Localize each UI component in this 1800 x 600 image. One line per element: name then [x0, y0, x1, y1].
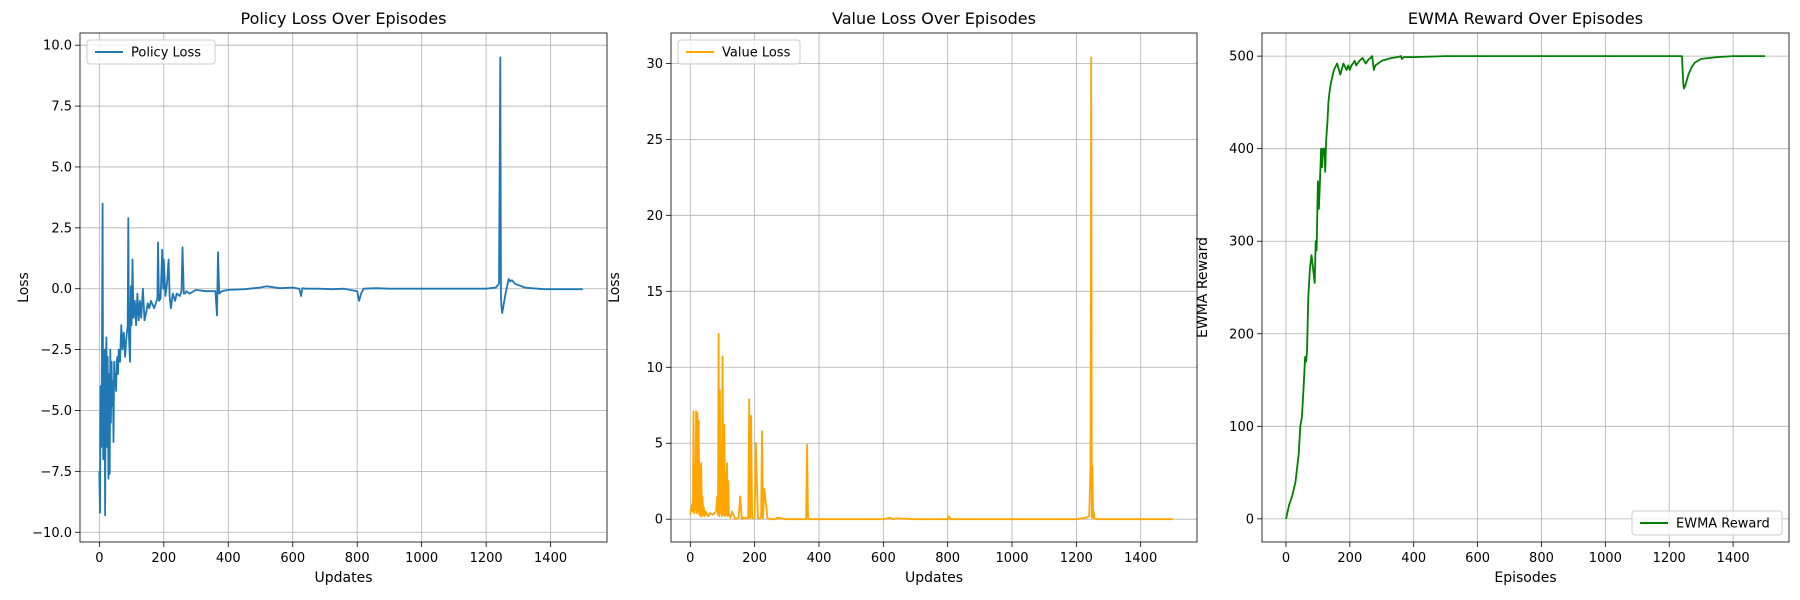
- value-loss-x-tick-label: 1400: [1124, 551, 1157, 566]
- value-loss-x-tick-label: 200: [742, 551, 767, 566]
- ewma-reward-y-tick-label: 100: [1229, 420, 1254, 435]
- policy-loss-y-tick-label: 10.0: [43, 39, 72, 54]
- ewma-reward-y-tick-label: 500: [1229, 50, 1254, 65]
- policy-loss-y-tick-label: 7.5: [51, 100, 72, 115]
- policy-loss-x-tick-label: 800: [345, 551, 370, 566]
- ewma-reward-x-tick-label: 1000: [1589, 551, 1622, 566]
- policy-loss-y-tick-label: −2.5: [40, 343, 72, 358]
- policy-loss-y-tick-label: −7.5: [40, 465, 72, 480]
- ewma-reward-y-tick-label: 0: [1246, 512, 1254, 527]
- policy-loss-x-tick-label: 1400: [534, 551, 567, 566]
- policy-loss-x-axis-label: Updates: [315, 570, 373, 586]
- value-loss-title: Value Loss Over Episodes: [832, 9, 1036, 28]
- policy-loss-x-tick-label: 1200: [470, 551, 503, 566]
- value-loss-legend-label: Value Loss: [722, 46, 791, 61]
- value-loss-x-tick-label: 1200: [1060, 551, 1093, 566]
- value-loss-x-tick-label: 0: [686, 551, 694, 566]
- ewma-reward-x-tick-label: 600: [1465, 551, 1490, 566]
- policy-loss-legend-label: Policy Loss: [131, 46, 201, 61]
- value-loss-y-tick-label: 10: [646, 361, 663, 376]
- ewma-reward-title: EWMA Reward Over Episodes: [1408, 9, 1643, 28]
- policy-loss-y-axis-label: Loss: [16, 272, 32, 303]
- ewma-reward-x-tick-label: 1400: [1717, 551, 1750, 566]
- ewma-reward-x-tick-label: 400: [1401, 551, 1426, 566]
- value-loss-y-axis-label: Loss: [607, 272, 623, 303]
- policy-loss-y-tick-label: 2.5: [51, 221, 72, 236]
- value-loss-y-tick-label: 0: [655, 513, 663, 528]
- ewma-reward-legend-label: EWMA Reward: [1676, 517, 1770, 532]
- policy-loss-legend-box: [86, 39, 216, 65]
- value-loss-y-tick-label: 5: [655, 437, 663, 452]
- ewma-reward-x-tick-label: 1200: [1653, 551, 1686, 566]
- value-loss-legend: Value Loss: [677, 39, 801, 65]
- ewma-reward-x-tick-label: 200: [1337, 551, 1362, 566]
- policy-loss-y-tick-label: −5.0: [40, 404, 72, 419]
- ewma-reward-axes-frame: [1261, 32, 1790, 543]
- value-loss-chart: 0 200 400 600 800 1000 1200 1400 0 5 10 15 20 25 30 Val…: [607, 9, 1198, 586]
- ewma-reward-legend-box: [1631, 510, 1783, 536]
- policy-loss-series-line: [98, 56, 583, 517]
- ewma-reward-x-tick-label: 0: [1282, 551, 1290, 566]
- ewma-reward-y-tick-label: 300: [1229, 235, 1254, 250]
- ewma-reward-y-tick-label: 400: [1229, 142, 1254, 157]
- value-loss-y-tick-label: 20: [646, 209, 663, 224]
- policy-loss-y-tick-label: −10.0: [32, 526, 72, 541]
- policy-loss-axes-frame: [79, 32, 608, 543]
- value-loss-y-tick-label: 15: [646, 285, 663, 300]
- value-loss-x-tick-label: 400: [807, 551, 832, 566]
- policy-loss-legend: Policy Loss: [86, 39, 216, 65]
- policy-loss-y-tick-label: 5.0: [51, 160, 72, 175]
- value-loss-x-tick-label: 1000: [995, 551, 1028, 566]
- policy-loss-x-tick-label: 400: [216, 551, 241, 566]
- ewma-reward-x-axis-label: Episodes: [1494, 570, 1556, 586]
- ewma-reward-y-tick-label: 200: [1229, 327, 1254, 342]
- policy-loss-x-tick-label: 1000: [405, 551, 438, 566]
- value-loss-y-tick-label: 25: [646, 133, 663, 148]
- value-loss-axes-frame: [670, 32, 1198, 543]
- policy-loss-x-tick-label: 0: [95, 551, 103, 566]
- ewma-reward-chart: 0 200 400 600 800 1000 1200 1400 0 100 200 300 400 50…: [1195, 9, 1790, 586]
- ewma-reward-x-tick-label: 800: [1529, 551, 1554, 566]
- policy-loss-x-tick-label: 200: [151, 551, 176, 566]
- value-loss-x-tick-label: 800: [935, 551, 960, 566]
- policy-loss-y-tick-label: 0.0: [51, 282, 72, 297]
- ewma-reward-y-axis-label: EWMA Reward: [1195, 237, 1211, 338]
- value-loss-x-tick-label: 600: [871, 551, 896, 566]
- policy-loss-chart: 0 200 400 600 800 1000 1200 1400 −10.0 −7.5 −5.0 −2…: [16, 9, 608, 586]
- policy-loss-title: Policy Loss Over Episodes: [240, 9, 446, 28]
- value-loss-y-tick-label: 30: [646, 57, 663, 72]
- value-loss-series-line: [689, 56, 1173, 521]
- value-loss-x-axis-label: Updates: [905, 570, 963, 586]
- value-loss-legend-box: [677, 39, 801, 65]
- ewma-reward-legend: EWMA Reward: [1631, 510, 1783, 536]
- ewma-reward-series-line: [1285, 55, 1765, 520]
- policy-loss-x-tick-label: 600: [280, 551, 305, 566]
